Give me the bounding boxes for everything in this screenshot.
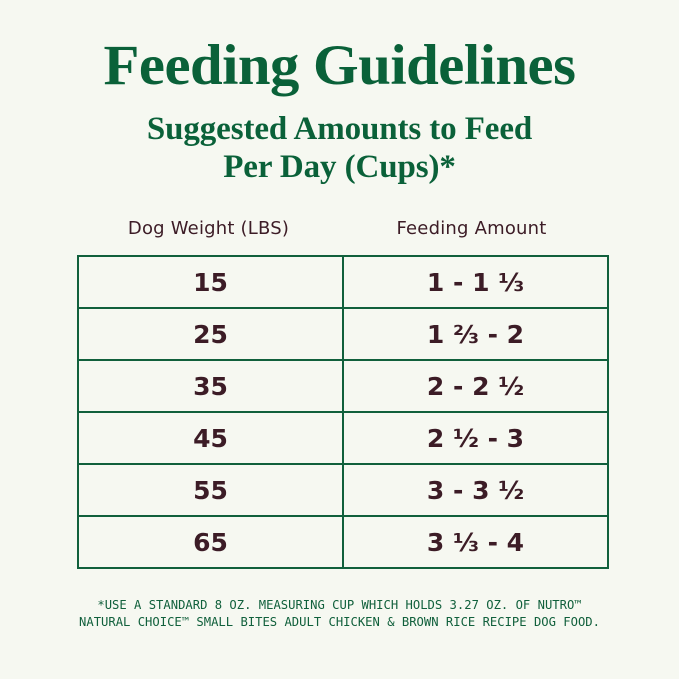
cell-dog-weight: 15 bbox=[77, 255, 344, 309]
cell-dog-weight: 55 bbox=[77, 463, 344, 517]
cell-feeding-amount: 1 ⅔ - 2 bbox=[342, 307, 609, 361]
page-title: Feeding Guidelines bbox=[103, 34, 576, 97]
page-subtitle: Suggested Amounts to Feed Per Day (Cups)… bbox=[0, 110, 679, 186]
table-row: 65 3 ⅓ - 4 bbox=[77, 515, 609, 569]
title-block: Feeding Guidelines Suggested Amounts to … bbox=[0, 36, 679, 186]
feeding-table: 15 1 - 1 ⅓ 25 1 ⅔ - 2 35 2 - 2 ½ 45 2 ½ … bbox=[77, 255, 609, 569]
column-header-feeding-amount: Feeding Amount bbox=[396, 218, 547, 239]
column-header-dog-weight: Dog Weight (LBS) bbox=[127, 218, 290, 239]
footnote-line-2: NATURAL CHOICE™ SMALL BITES ADULT CHICKE… bbox=[79, 615, 600, 629]
table-row: 15 1 - 1 ⅓ bbox=[77, 255, 609, 309]
table-row: 25 1 ⅔ - 2 bbox=[77, 307, 609, 361]
cell-dog-weight: 25 bbox=[77, 307, 344, 361]
cell-feeding-amount: 3 - 3 ½ bbox=[342, 463, 609, 517]
table-row: 35 2 - 2 ½ bbox=[77, 359, 609, 413]
subtitle-line-1: Suggested Amounts to Feed bbox=[146, 111, 533, 147]
footnote: *USE A STANDARD 8 OZ. MEASURING CUP WHIC… bbox=[0, 597, 679, 631]
cell-dog-weight: 35 bbox=[77, 359, 344, 413]
table-column-headers: Dog Weight (LBS) Feeding Amount bbox=[77, 218, 603, 239]
cell-feeding-amount: 2 - 2 ½ bbox=[342, 359, 609, 413]
cell-dog-weight: 45 bbox=[77, 411, 344, 465]
cell-feeding-amount: 3 ⅓ - 4 bbox=[342, 515, 609, 569]
table-row: 45 2 ½ - 3 bbox=[77, 411, 609, 465]
cell-dog-weight: 65 bbox=[77, 515, 344, 569]
table-row: 55 3 - 3 ½ bbox=[77, 463, 609, 517]
feeding-table-body: 15 1 - 1 ⅓ 25 1 ⅔ - 2 35 2 - 2 ½ 45 2 ½ … bbox=[77, 255, 609, 569]
cell-feeding-amount: 2 ½ - 3 bbox=[342, 411, 609, 465]
subtitle-line-2: Per Day (Cups)* bbox=[223, 149, 456, 185]
cell-feeding-amount: 1 - 1 ⅓ bbox=[342, 255, 609, 309]
footnote-line-1: *USE A STANDARD 8 OZ. MEASURING CUP WHIC… bbox=[97, 598, 582, 612]
